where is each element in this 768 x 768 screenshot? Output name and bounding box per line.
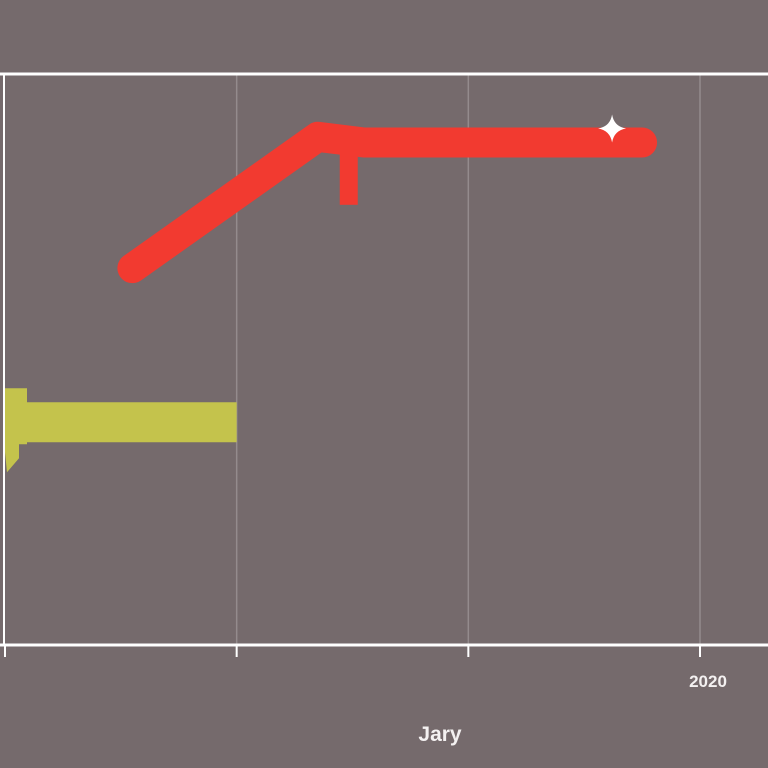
series-line-red: [117, 121, 658, 284]
x-tick-label: 2020: [689, 672, 727, 691]
sparkle-marker: [598, 114, 627, 143]
x-ticks: 2020: [4, 645, 727, 691]
series-line-notch: [339, 136, 358, 205]
series-group: [5, 114, 658, 473]
x-axis-title: Jary: [418, 723, 462, 746]
gridlines: [235, 74, 701, 645]
series-arrowhead: [5, 388, 27, 473]
